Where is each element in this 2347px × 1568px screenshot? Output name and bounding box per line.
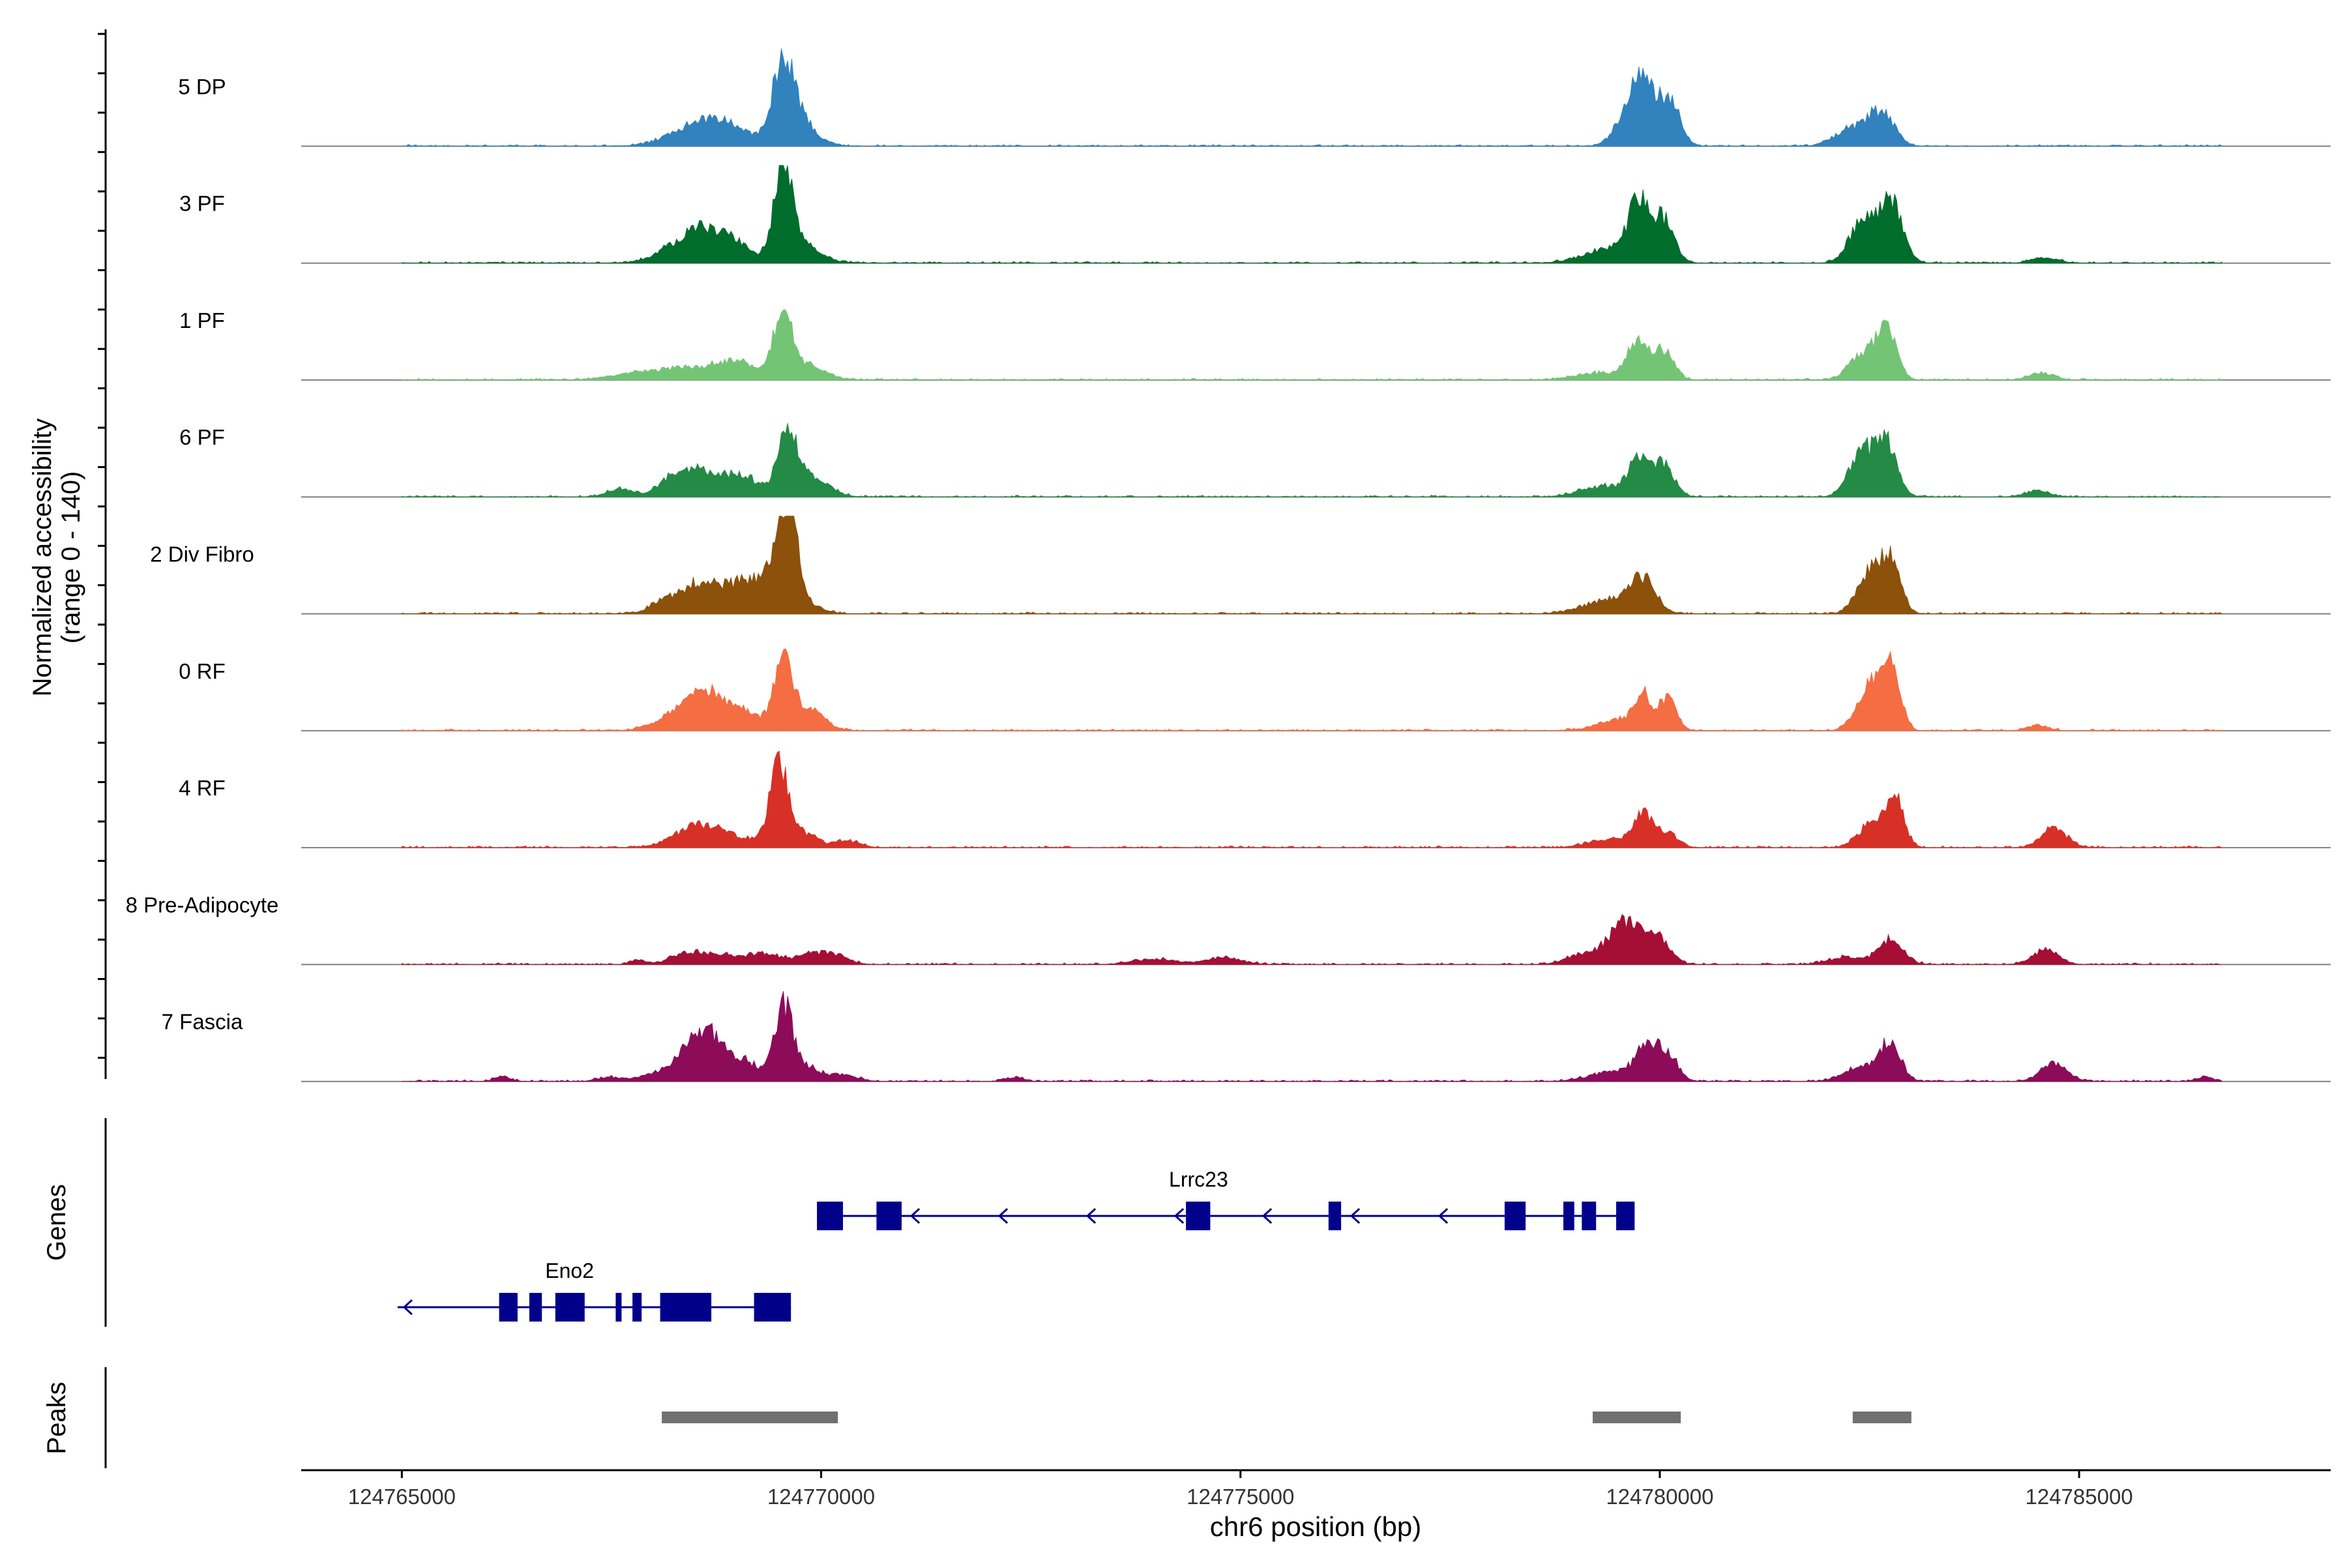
track-label: 4 RF [179, 776, 226, 800]
exon [1563, 1202, 1574, 1230]
coverage-area [402, 648, 2222, 732]
track-9: 7 Fascia [162, 991, 2331, 1082]
exon [754, 1293, 791, 1322]
exon [660, 1293, 712, 1322]
x-tick-label: 124780000 [1606, 1485, 1713, 1509]
coverage-area [402, 913, 2222, 965]
coverage-area [402, 309, 2223, 381]
strand-arrow [1262, 1207, 1273, 1224]
exon [817, 1202, 843, 1230]
track-label: 5 DP [178, 74, 226, 98]
track-5: 2 Div Fibro [150, 516, 2331, 615]
exon [555, 1293, 585, 1322]
coverage-y-label-line2: (range 0 - 140) [57, 471, 85, 644]
peak-bar [1593, 1412, 1681, 1423]
exon [1186, 1202, 1211, 1230]
track-1: 5 DP [178, 48, 2331, 147]
gene-lrrc23: Lrrc23 [817, 1168, 1635, 1230]
coverage-area [402, 165, 2222, 264]
coverage-area [402, 422, 2222, 497]
track-label: 1 PF [179, 308, 225, 333]
strand-arrow [1085, 1207, 1097, 1224]
exon [499, 1293, 518, 1322]
peaks-y-label: Peaks [42, 1382, 71, 1454]
exon [632, 1293, 642, 1322]
strand-arrow [1174, 1207, 1185, 1224]
gene-name: Lrrc23 [1169, 1168, 1228, 1191]
strand-arrow [1438, 1207, 1449, 1224]
coverage-tracks: 5 DP 3 PF 1 PF 6 PF 2 Div Fibro 0 RF 4 RF 8 Pre… [126, 48, 2331, 1082]
exon [1504, 1202, 1526, 1230]
peak-bar [662, 1412, 838, 1423]
x-tick-label: 124775000 [1187, 1485, 1294, 1509]
exon [876, 1202, 902, 1230]
x-tick-label: 124785000 [2025, 1485, 2133, 1509]
track-label: 8 Pre-Adipocyte [126, 893, 279, 917]
track-label: 3 PF [179, 192, 225, 216]
coverage-area [402, 991, 2222, 1082]
peak-bar [1852, 1412, 1912, 1423]
exon [1328, 1202, 1342, 1230]
genes-panel: Genes Lrrc23 Eno2 [42, 1118, 1635, 1327]
x-axis: 124765000 124770000 124775000 124780000 1247… [301, 1469, 2331, 1542]
strand-arrow [1350, 1207, 1361, 1224]
coverage-area [402, 48, 2222, 147]
strand-arrow [997, 1207, 1009, 1224]
track-4: 6 PF [179, 422, 2331, 498]
track-label: 7 Fascia [162, 1010, 243, 1034]
track-7: 4 RF [179, 750, 2331, 849]
track-label: 2 Div Fibro [150, 542, 254, 567]
gene-name: Eno2 [545, 1259, 594, 1282]
coverage-area [402, 750, 2223, 848]
track-label: 6 PF [179, 425, 225, 449]
coverage-y-axis: Normalized accessibility (range 0 - 140) [28, 29, 107, 1079]
coverage-y-label-line1: Normalized accessibility [28, 419, 57, 697]
exon [1616, 1202, 1635, 1230]
gene-eno2: Eno2 [397, 1259, 791, 1322]
strand-arrow [402, 1299, 413, 1316]
x-tick-label: 124770000 [767, 1485, 875, 1509]
genes-y-label: Genes [42, 1184, 71, 1261]
track-8: 8 Pre-Adipocyte [126, 893, 2331, 966]
peaks-panel: Peaks [42, 1367, 1912, 1468]
coverage-area [402, 516, 2222, 614]
track-6: 0 RF [179, 648, 2331, 732]
strand-arrow [909, 1207, 921, 1224]
track-3: 1 PF [179, 308, 2331, 381]
exon [529, 1293, 542, 1322]
track-2: 3 PF [179, 165, 2331, 264]
x-tick-label: 124765000 [348, 1485, 456, 1509]
track-label: 0 RF [179, 659, 226, 683]
exon [615, 1293, 622, 1322]
exon [1582, 1202, 1597, 1230]
x-axis-label: chr6 position (bp) [1210, 1511, 1422, 1542]
